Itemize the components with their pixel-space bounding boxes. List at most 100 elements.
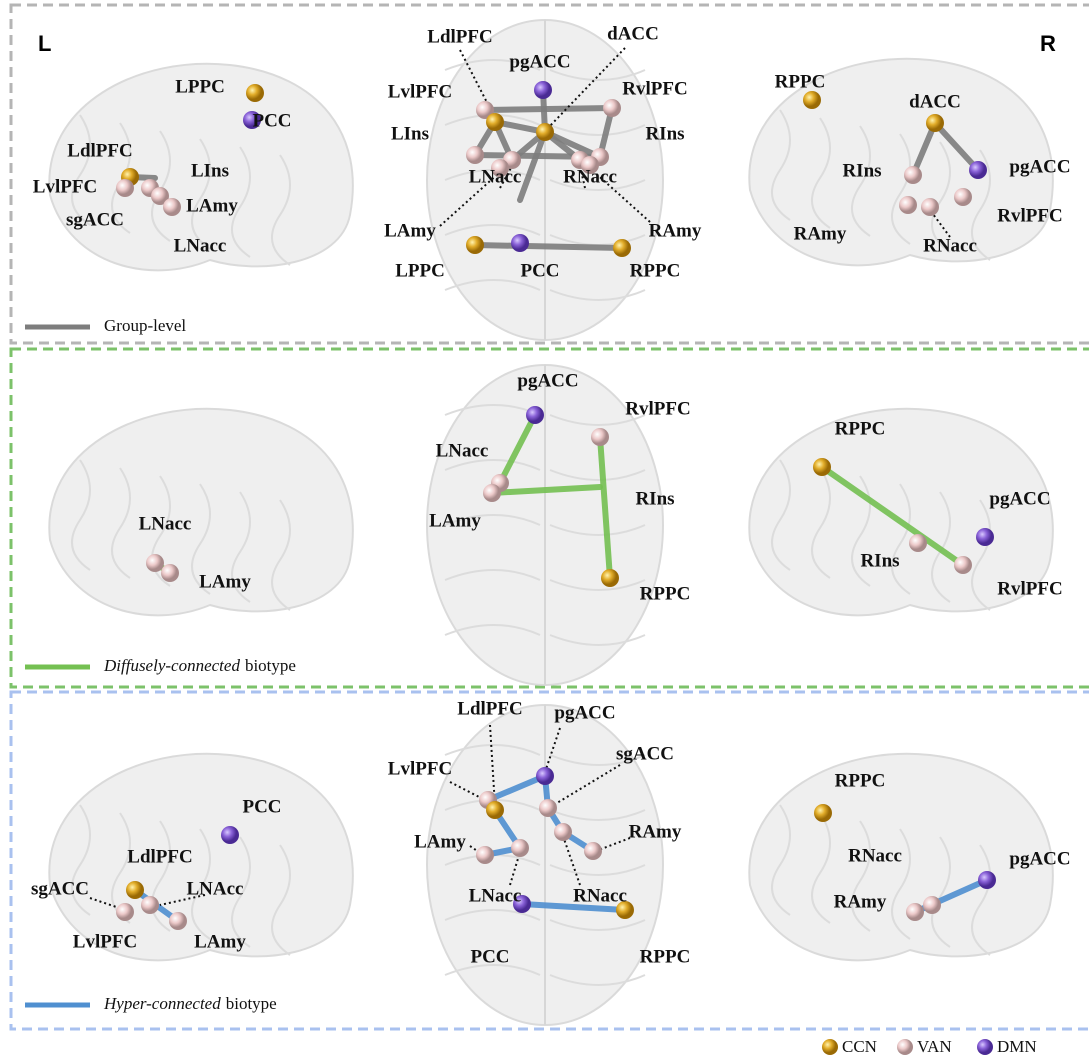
node-label: LIns [391, 123, 429, 144]
node [534, 81, 552, 99]
node-label: LvlPFC [388, 758, 452, 779]
node-label: sgACC [616, 743, 674, 764]
node-label: LAmy [414, 831, 466, 852]
node-label: LNacc [139, 513, 192, 534]
node-label: RvlPFC [622, 78, 687, 99]
node-label: pgACC [517, 370, 578, 391]
node-label: LAmy [429, 510, 481, 531]
node-label: LNAcc [187, 878, 244, 899]
node [511, 234, 529, 252]
node-label: RPPC [835, 418, 886, 439]
node [483, 484, 501, 502]
node [613, 239, 631, 257]
node-label: LvlPFC [388, 81, 452, 102]
panel-legend: Hyper-connectedbiotype [103, 994, 277, 1013]
node-label: RAmy [794, 223, 847, 244]
node-label: RIns [645, 123, 684, 144]
node-label: LAmy [186, 195, 238, 216]
legend-node [897, 1039, 913, 1055]
node-label: PCC [252, 110, 291, 131]
legend-node [977, 1039, 993, 1055]
node-label: LvlPFC [33, 176, 97, 197]
node-label: RAmy [629, 821, 682, 842]
node [169, 912, 187, 930]
node-label: LIns [191, 160, 229, 181]
node-label: PCC [242, 796, 281, 817]
node-label: sgACC [66, 209, 124, 230]
brain-outline [49, 754, 353, 961]
node-label: LdlPFC [67, 140, 132, 161]
legend-node [822, 1039, 838, 1055]
node [904, 166, 922, 184]
node-label: LPPC [175, 76, 225, 97]
node [906, 903, 924, 921]
figure: L R LPPC PCC LdlPFC LIns LvlPFC LAmy sgACC LNac… [0, 0, 1089, 1061]
panel-legend: Diffusely-connected biotype [103, 656, 296, 675]
node-label: RAmy [649, 220, 702, 241]
node-label: RPPC [640, 583, 691, 604]
node [954, 188, 972, 206]
node [976, 528, 994, 546]
legend-label: DMN [997, 1037, 1037, 1056]
legend-label: VAN [917, 1037, 952, 1056]
node-label: PCC [470, 946, 509, 967]
node [584, 842, 602, 860]
node [591, 428, 609, 446]
node [141, 896, 159, 914]
node-label: pgACC [1009, 156, 1070, 177]
node-label: pgACC [989, 488, 1050, 509]
node [536, 767, 554, 785]
node-label: LvlPFC [73, 931, 137, 952]
node [909, 534, 927, 552]
node-label: RvlPFC [997, 578, 1062, 599]
node [476, 846, 494, 864]
node-label: dACC [607, 23, 659, 44]
legend-emphasis: Diffusely-connected [103, 656, 240, 675]
node [921, 198, 939, 216]
node-label: RPPC [775, 71, 826, 92]
node-label: LAmy [384, 220, 436, 241]
node-label: LdlPFC [127, 846, 192, 867]
node [116, 903, 134, 921]
node [486, 801, 504, 819]
node [466, 236, 484, 254]
side-label: R [1040, 31, 1056, 56]
node [146, 554, 164, 572]
node-label: RNacc [573, 885, 627, 906]
node [486, 113, 504, 131]
node [978, 871, 996, 889]
node-label: RNacc [923, 235, 977, 256]
node-label: PCC [520, 260, 559, 281]
node-label: RPPC [835, 770, 886, 791]
node-label: RNacc [848, 845, 902, 866]
node [601, 569, 619, 587]
node [803, 91, 821, 109]
legend-label: CCN [842, 1037, 877, 1056]
node-label: LdlPFC [427, 26, 492, 47]
node-label: LAmy [194, 931, 246, 952]
node-label: sgACC [31, 878, 89, 899]
node [899, 196, 917, 214]
side-label: L [38, 31, 51, 56]
panel-legend: Group-level [104, 316, 186, 335]
node-label: RIns [860, 550, 899, 571]
node [126, 881, 144, 899]
node [246, 84, 264, 102]
node [926, 114, 944, 132]
node-label: pgACC [1009, 848, 1070, 869]
node [603, 99, 621, 117]
node-label: LNacc [174, 235, 227, 256]
node [969, 161, 987, 179]
node [813, 458, 831, 476]
node-label: RPPC [630, 260, 681, 281]
node [526, 406, 544, 424]
node [161, 564, 179, 582]
node-label: RAmy [834, 891, 887, 912]
node [221, 826, 239, 844]
legend-text: biotype [245, 656, 296, 675]
node-label: pgACC [509, 51, 570, 72]
node-label: LdlPFC [457, 698, 522, 719]
node [116, 179, 134, 197]
node [539, 799, 557, 817]
node-label: RIns [635, 488, 674, 509]
